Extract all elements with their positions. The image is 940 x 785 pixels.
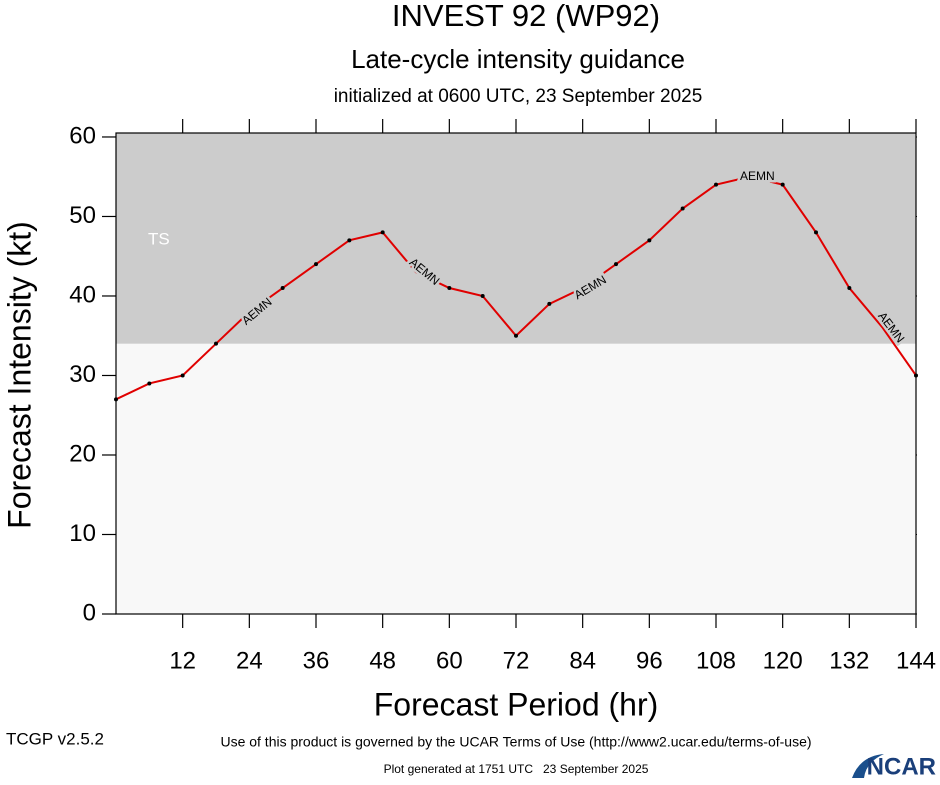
point [214,341,218,346]
x-tick-label: 84 [569,647,596,674]
point [814,230,818,235]
terms-note: Use of this product is governed by the U… [220,734,811,750]
point [447,286,452,291]
y-tick-label: 10 [69,520,96,547]
y-tick-label: 0 [83,599,96,626]
y-tick-label: 40 [69,281,96,308]
band-label: TS [148,229,170,248]
version: TCGP v2.5.2 [6,729,104,748]
x-axis-label: Forecast Period (hr) [374,686,659,722]
point [314,262,318,267]
x-tick-label: 36 [303,647,330,674]
point [547,301,552,306]
point [780,182,785,187]
line-label: AEMN [740,169,775,183]
x-tick-label: 120 [763,647,803,674]
x-tick-label: 132 [829,647,869,674]
y-axis-label: Forecast Intensity (kt) [1,221,37,529]
point [514,333,518,338]
point [147,381,152,386]
point [480,293,485,298]
x-tick-label: 60 [436,647,463,674]
point [714,182,718,187]
x-tick-label: 72 [503,647,530,674]
x-tick-label: 24 [236,647,263,674]
x-tick-label: 12 [169,647,196,674]
y-tick-label: 30 [69,361,96,388]
y-tick-label: 20 [69,440,96,467]
logo: NCAR [867,753,936,780]
point [647,238,652,243]
intensity-band [116,133,916,344]
generated-note: Plot generated at 1751 UTC 23 September … [384,762,649,776]
x-tick-label: 108 [696,647,736,674]
point [680,206,685,211]
logo-swoosh [852,754,884,778]
point [380,230,385,235]
point [180,373,185,378]
y-tick-label: 60 [69,122,96,149]
x-tick-label: 48 [369,647,396,674]
init-time: initialized at 0600 UTC, 23 September 20… [334,86,703,107]
x-tick-label: 144 [896,647,936,674]
point [280,286,285,291]
point [614,262,618,267]
point [847,286,852,291]
point [347,238,352,243]
point [914,373,918,378]
chart-subtitle: Late-cycle intensity guidance [351,44,685,74]
x-tick-label: 96 [636,647,663,674]
y-tick-label: 50 [69,202,96,229]
chart-title: INVEST 92 (WP92) [392,0,660,33]
point [114,397,118,402]
